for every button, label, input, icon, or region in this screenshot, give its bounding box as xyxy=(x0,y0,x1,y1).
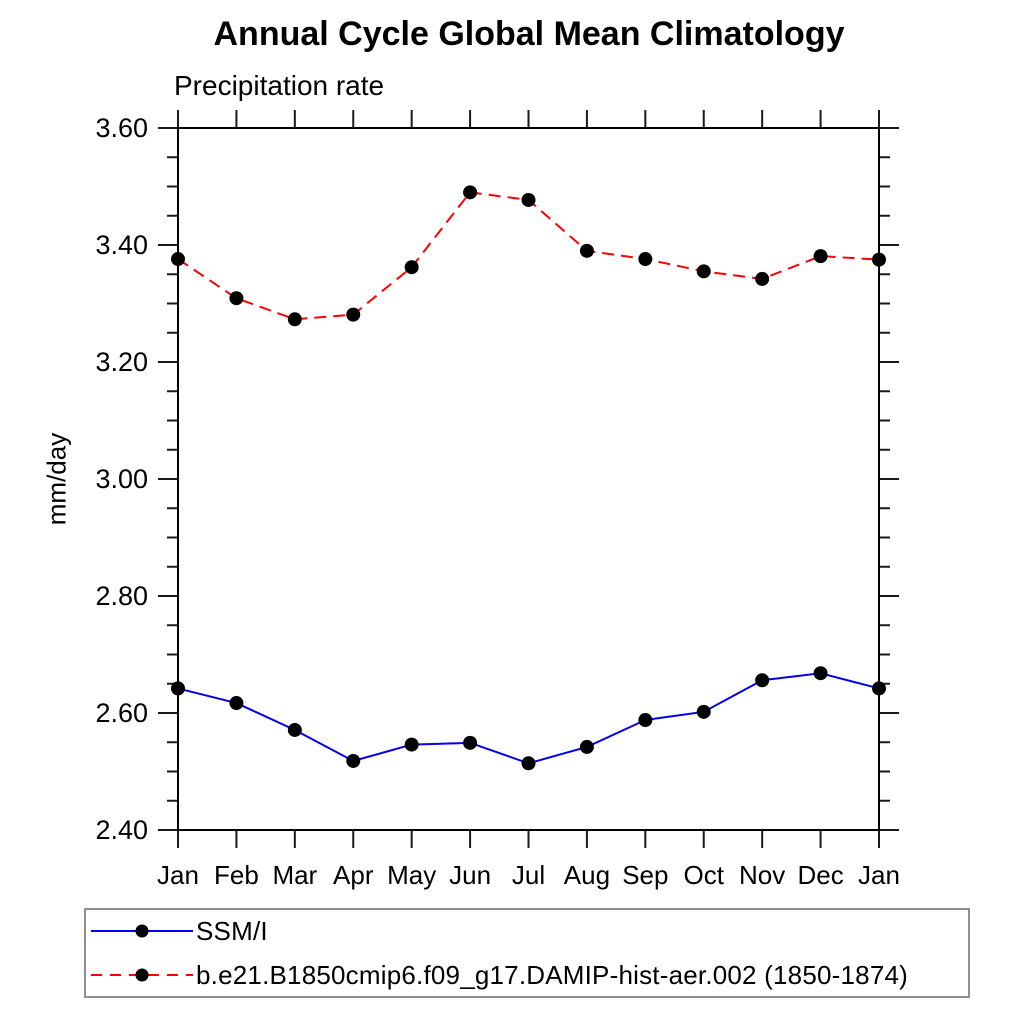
legend: SSM/I b.e21.B1850cmip6.f09_g17.DAMIP-his… xyxy=(84,908,970,998)
y-tick-label: 3.00 xyxy=(95,464,148,494)
legend-marker-icon xyxy=(135,924,149,938)
series-markers-ssmi xyxy=(171,666,886,771)
data-point-marker xyxy=(638,713,653,728)
data-point-marker xyxy=(346,307,361,322)
x-tick-label: Nov xyxy=(739,860,785,890)
data-point-marker xyxy=(404,737,419,752)
data-point-marker xyxy=(638,252,653,267)
data-point-marker xyxy=(872,681,886,696)
data-point-marker xyxy=(521,192,536,207)
y-tick-labels: 2.40 2.60 2.80 3.00 3.20 3.40 3.60 xyxy=(95,113,148,845)
data-point-marker xyxy=(346,753,361,768)
data-point-marker xyxy=(755,673,770,688)
x-tick-label: Jan xyxy=(858,860,900,890)
legend-label-model: b.e21.B1850cmip6.f09_g17.DAMIP-hist-aer.… xyxy=(196,959,908,990)
data-point-marker xyxy=(463,185,478,200)
data-point-marker xyxy=(696,704,711,719)
x-tick-label: Apr xyxy=(333,860,374,890)
y-tick-label: 3.60 xyxy=(95,113,148,143)
x-tick-label: Sep xyxy=(622,860,668,890)
y-tick-label: 2.40 xyxy=(95,815,148,845)
x-tick-label: Mar xyxy=(272,860,317,890)
series-markers-model xyxy=(171,185,886,327)
legend-sample-dashed-line xyxy=(91,968,193,982)
x-tick-label: Oct xyxy=(684,860,725,890)
data-point-marker xyxy=(813,666,828,681)
data-point-marker xyxy=(404,260,419,275)
data-point-marker xyxy=(521,756,536,771)
x-tick-label: Aug xyxy=(564,860,610,890)
x-tick-label: Feb xyxy=(214,860,259,890)
data-point-marker xyxy=(755,271,770,286)
data-point-marker xyxy=(579,739,594,754)
x-tick-label: Jul xyxy=(512,860,545,890)
y-tick-label: 2.80 xyxy=(95,581,148,611)
data-point-marker xyxy=(229,291,244,306)
series-line-ssmi xyxy=(177,672,880,765)
x-tick-label: May xyxy=(387,860,436,890)
data-point-marker xyxy=(696,264,711,279)
series-line-model xyxy=(177,191,880,321)
data-point-marker xyxy=(171,681,185,696)
data-point-marker xyxy=(579,243,594,258)
y-tick-label: 3.20 xyxy=(95,347,148,377)
legend-item-ssmi: SSM/I xyxy=(86,911,968,951)
chart-title: Annual Cycle Global Mean Climatology xyxy=(213,15,845,53)
y-tick-label: 3.40 xyxy=(95,230,148,260)
data-point-marker xyxy=(872,252,886,267)
data-point-marker xyxy=(287,312,302,327)
chart-subtitle: Precipitation rate xyxy=(174,70,385,101)
legend-label-ssmi: SSM/I xyxy=(196,915,268,946)
data-point-marker xyxy=(463,735,478,750)
data-point-marker xyxy=(171,252,185,267)
legend-item-model: b.e21.B1850cmip6.f09_g17.DAMIP-hist-aer.… xyxy=(86,955,968,995)
data-point-marker xyxy=(287,722,302,737)
x-axis-ticks xyxy=(177,110,880,848)
x-tick-label: Jan xyxy=(157,860,199,890)
y-axis-ticks xyxy=(158,127,899,831)
data-point-marker xyxy=(813,249,828,264)
legend-sample-solid-line xyxy=(91,924,193,938)
data-point-marker xyxy=(229,696,244,711)
legend-marker-icon xyxy=(135,968,149,982)
plot-frame xyxy=(177,127,880,831)
x-tick-label: Jun xyxy=(449,860,491,890)
x-tick-label: Dec xyxy=(797,860,843,890)
y-tick-label: 2.60 xyxy=(95,698,148,728)
x-tick-labels: Jan Feb Mar Apr May Jun Jul Aug Sep Oct Nov Dec Jan xyxy=(157,860,900,890)
